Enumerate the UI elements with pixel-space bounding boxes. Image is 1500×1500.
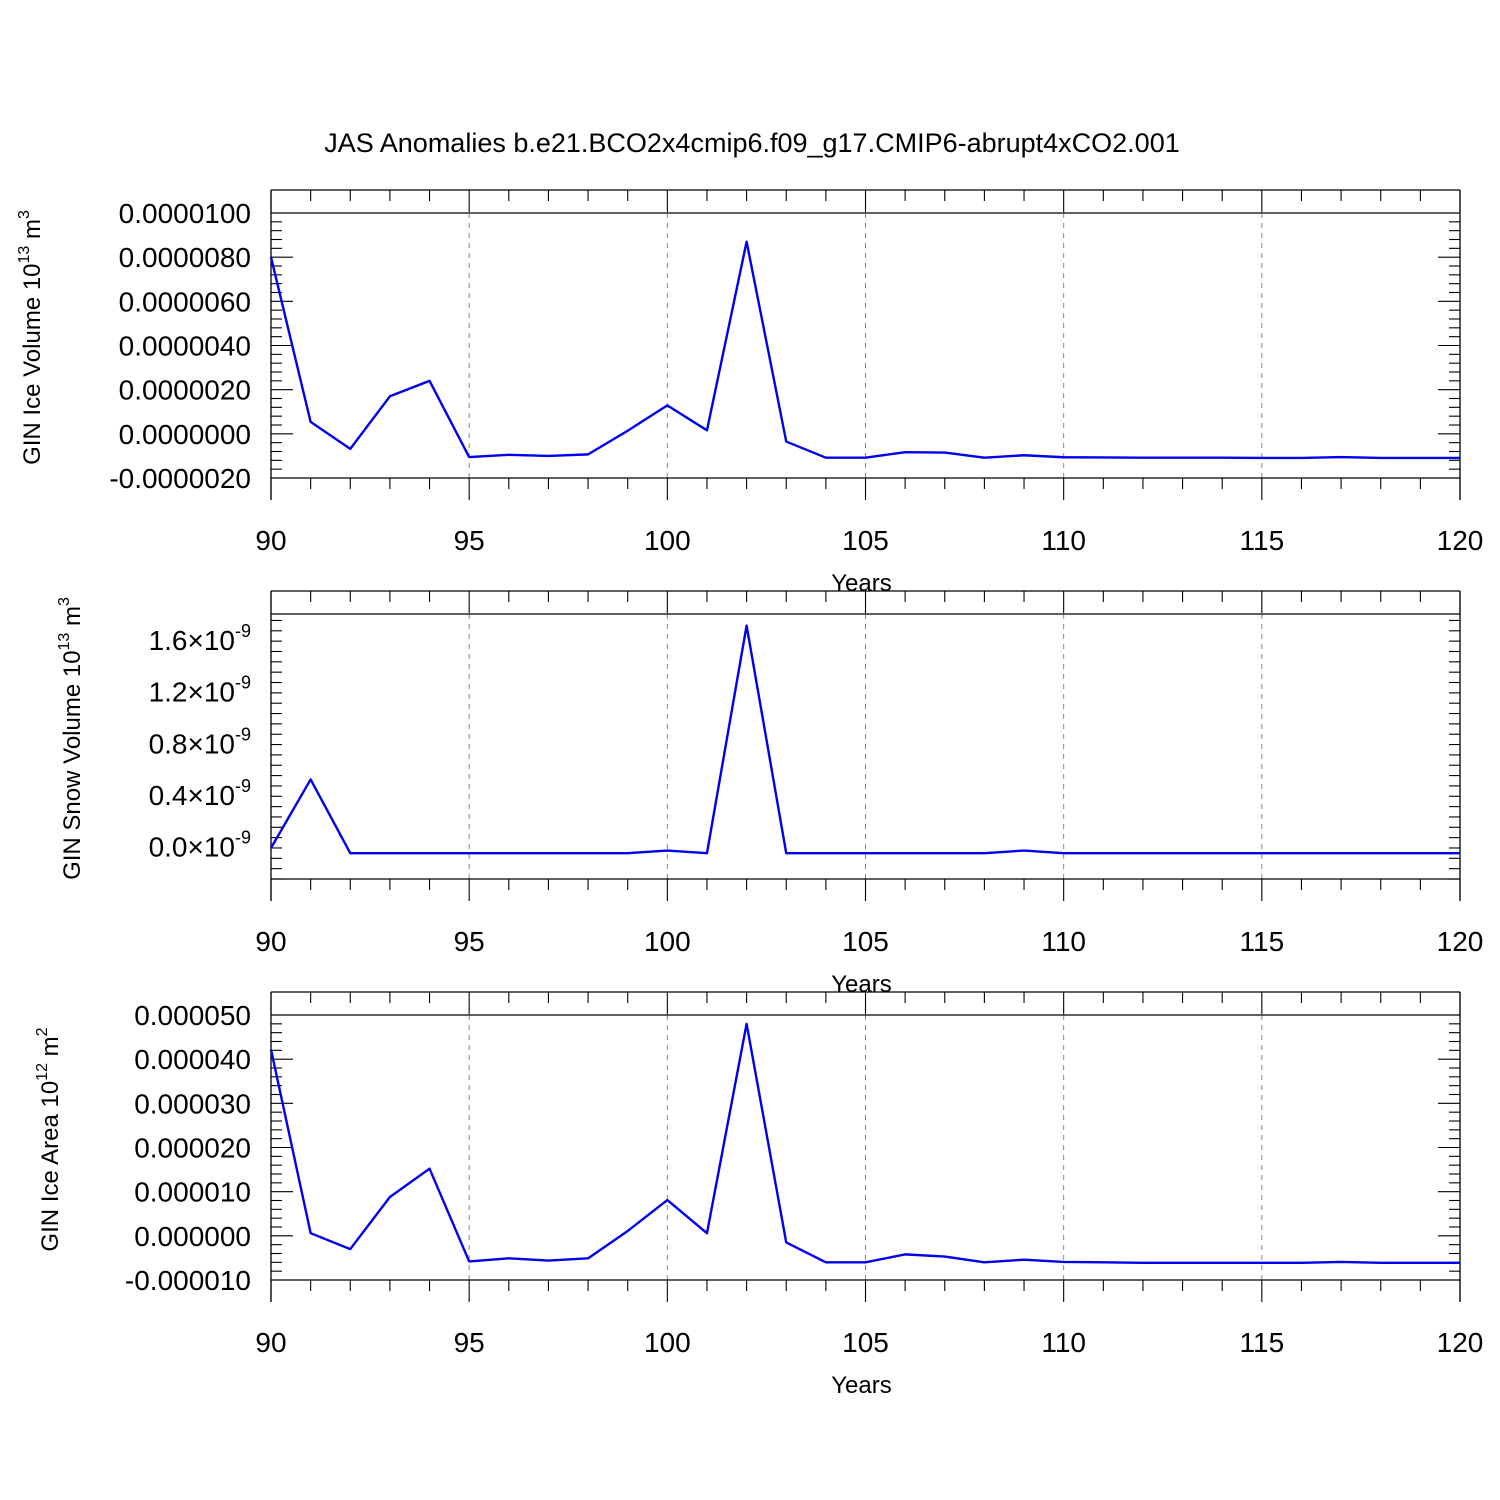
x-tick-label: 90 <box>255 1327 286 1358</box>
chart-panel-3: 90 95 100 105 110 115 120 -0.000010 0.000000 0.00… <box>34 991 1484 1399</box>
x-tick-label: 95 <box>454 525 485 556</box>
x-tick-label: 90 <box>255 525 286 556</box>
y-tick-label: 0.000050 <box>134 1000 251 1031</box>
y-tick-label: 0.000040 <box>134 1044 251 1075</box>
x-tick-label: 95 <box>454 1327 485 1358</box>
x-tick-label: 105 <box>842 525 889 556</box>
y-tick-label: 0.0000040 <box>119 331 251 362</box>
x-tick-label: 110 <box>1041 926 1086 957</box>
y-tick-label: 0.000020 <box>134 1133 251 1164</box>
x-tick-label: 120 <box>1437 525 1484 556</box>
y-tick-label: 0.0×10-9 <box>149 828 251 863</box>
x-axis-label: Years <box>831 570 892 597</box>
x-axis-label: Years <box>831 971 892 998</box>
y-tick-label: 0.000010 <box>134 1177 251 1208</box>
chart-panels: 90 95 100 105 110 115 120 -0.0000020 0.0000000 0.… <box>16 189 1484 1399</box>
x-tick-label: 110 <box>1041 525 1086 556</box>
y-tick-label: 1.6×10-9 <box>149 621 251 656</box>
y-tick-label: 1.2×10-9 <box>149 673 251 708</box>
y-tick-label: 0.0000020 <box>119 375 251 406</box>
y-tick-label: 0.0000060 <box>119 286 251 317</box>
y-axis-label: GIN Ice Area 1012 m2 <box>34 1027 64 1251</box>
y-tick-label: 0.4×10-9 <box>149 776 251 811</box>
y-tick-label: -0.0000020 <box>109 463 251 494</box>
y-tick-label: 0.0000100 <box>119 198 251 229</box>
y-tick-exponent: -9 <box>235 724 251 744</box>
x-axis-label: Years <box>831 1372 892 1399</box>
x-tick-label: 115 <box>1240 525 1285 556</box>
y-tick-label: 0.0000080 <box>119 242 251 273</box>
y-tick-exponent: -9 <box>235 828 251 848</box>
y-tick-label: 0.0000000 <box>119 419 251 450</box>
x-tick-label: 105 <box>842 926 889 957</box>
x-tick-label: 100 <box>644 926 691 957</box>
y-tick-exponent: -9 <box>235 621 251 641</box>
y-tick-exponent: -9 <box>235 776 251 796</box>
y-tick-exponent: -9 <box>235 673 251 693</box>
x-tick-label: 100 <box>644 1327 691 1358</box>
figure-title: JAS Anomalies b.e21.BCO2x4cmip6.f09_g17.… <box>324 128 1179 158</box>
y-axis-label: GIN Ice Volume 1013 m3 <box>16 210 46 465</box>
chart-panel-2: 90 95 100 105 110 115 120 0.0×10-9 0.4×10-9 0.8×1… <box>56 590 1484 998</box>
x-tick-label: 110 <box>1041 1327 1086 1358</box>
x-tick-label: 90 <box>255 926 286 957</box>
y-tick-label: 0.8×10-9 <box>149 724 251 759</box>
x-tick-label: 100 <box>644 525 691 556</box>
x-tick-label: 120 <box>1437 926 1484 957</box>
y-axis-label: GIN Snow Volume 1013 m3 <box>56 597 86 880</box>
series-line <box>269 1022 1460 1264</box>
series-line <box>269 240 1460 460</box>
x-tick-label: 115 <box>1240 1327 1285 1358</box>
y-tick-label: 0.000000 <box>134 1221 251 1252</box>
chart-panel-1: 90 95 100 105 110 115 120 -0.0000020 0.0000000 0.… <box>16 189 1484 597</box>
x-tick-label: 105 <box>842 1327 889 1358</box>
x-tick-label: 120 <box>1437 1327 1484 1358</box>
y-tick-label: -0.000010 <box>125 1265 251 1296</box>
y-tick-label: 0.000030 <box>134 1088 251 1119</box>
x-tick-label: 115 <box>1240 926 1285 957</box>
x-tick-label: 95 <box>454 926 485 957</box>
series-line <box>269 624 1460 855</box>
